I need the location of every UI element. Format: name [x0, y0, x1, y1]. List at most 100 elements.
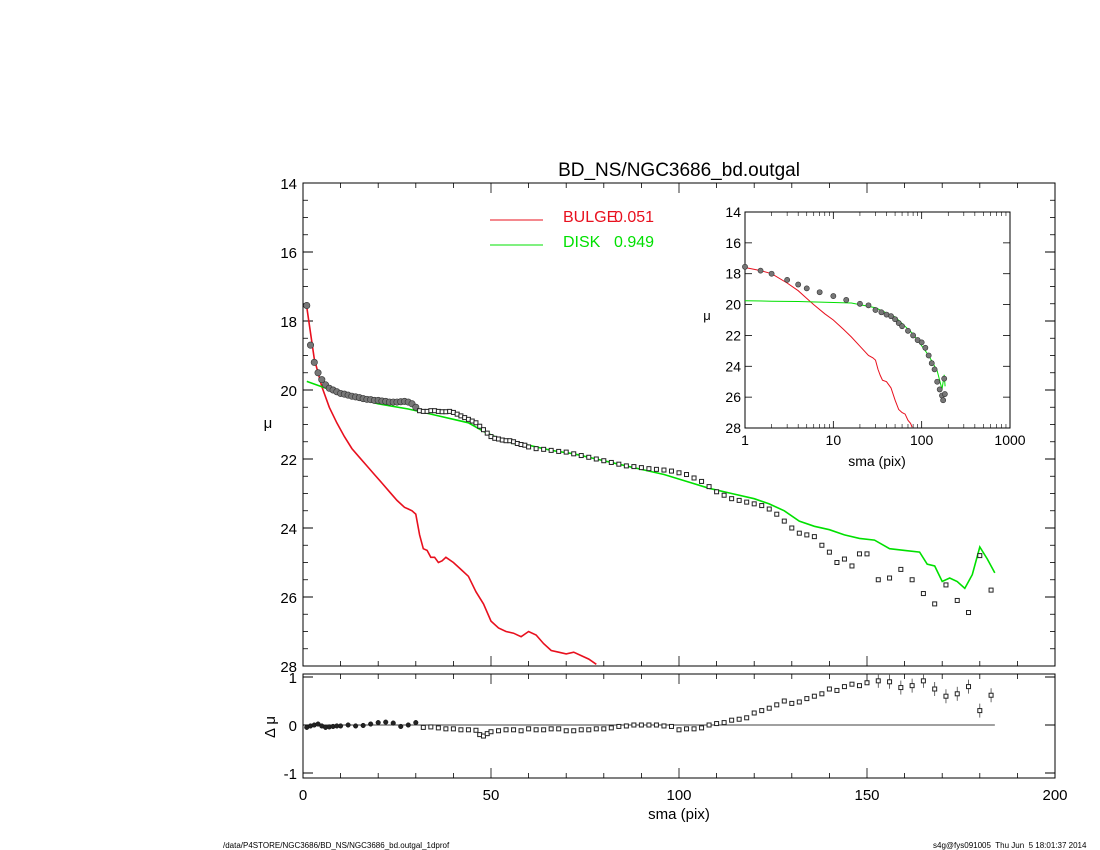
footer-file-path: /data/P4STORE/NGC3686/BD_NS/NGC3686_bd.o…: [223, 841, 450, 850]
residual-data-point: [676, 727, 682, 733]
inset-x-tick-label: 10: [826, 432, 842, 448]
residual-data-point: [623, 723, 629, 729]
inset-data-point: [934, 378, 941, 385]
residual-data-point: [834, 687, 840, 693]
main-data-point: [988, 587, 994, 593]
main-data-point: [887, 575, 893, 581]
inset-data-point: [757, 267, 764, 274]
main-data-point: [653, 466, 659, 472]
residual-data-point: [744, 715, 750, 721]
residual-data-point: [616, 723, 622, 729]
main-data-point: [898, 566, 904, 572]
main-data-point: [804, 532, 810, 538]
residual-data-point: [887, 679, 893, 685]
residual-data-point: [608, 725, 614, 731]
residual-data-point: [420, 724, 426, 730]
residual-data-point: [699, 725, 705, 731]
residual-data-point: [789, 700, 795, 706]
main-data-point: [586, 454, 592, 460]
residual-y-tick-label: 1: [289, 670, 297, 687]
residual-data-point: [563, 728, 569, 734]
inset-y-tick-label: 20: [725, 297, 741, 313]
main-data-point: [789, 525, 795, 531]
main-x-minor-ticks: [302, 183, 1056, 666]
residual-data-point: [353, 723, 359, 729]
residual-data-point: [646, 722, 652, 728]
main-series-group: [303, 301, 996, 665]
residual-data-point: [548, 726, 554, 732]
legend-bulge-label: BULGE: [563, 209, 617, 226]
main-data-point: [477, 423, 483, 429]
main-series-line-disk: [306, 380, 996, 590]
residual-data-point: [428, 724, 434, 730]
inset-ticks: 14 16 18 20 22 24 26 281 10 100 1000: [725, 204, 1025, 448]
inset-data-point: [795, 281, 802, 288]
main-data-point: [841, 556, 847, 562]
residual-data-point: [781, 698, 787, 704]
inset-x-tick-label: 1000: [994, 432, 1025, 448]
residual-data-point: [943, 693, 949, 699]
residual-data-point: [593, 726, 599, 732]
main-data-point: [307, 341, 315, 349]
residual-data-point: [435, 725, 441, 731]
main-data-point: [541, 446, 547, 452]
residual-data-point: [706, 722, 712, 728]
main-data-point: [318, 376, 326, 384]
main-data-point: [473, 420, 479, 426]
residual-data-point: [920, 678, 926, 684]
x-tick-label: 50: [483, 787, 500, 804]
main-data-point: [548, 447, 554, 453]
main-data-point: [909, 577, 915, 583]
main-data-point: [849, 563, 855, 569]
residual-data-point: [932, 686, 938, 692]
residual-data-point: [541, 727, 547, 733]
main-data-point: [556, 448, 562, 454]
residual-data-point: [586, 727, 592, 733]
residual-data-point: [511, 727, 517, 733]
inset-data-point: [888, 313, 894, 320]
inset-data-point: [803, 285, 810, 292]
inset-data-point: [768, 270, 775, 277]
inset-data-point: [922, 344, 929, 351]
main-data-point: [571, 451, 577, 457]
main-data-point: [811, 534, 817, 540]
residual-data-point: [856, 683, 862, 689]
residual-data-point: [638, 722, 644, 728]
main-y-tick-label: 24: [280, 521, 297, 538]
residual-y-tick-label: -1: [284, 766, 297, 783]
residual-data-point: [977, 708, 983, 714]
residual-data-point: [465, 727, 471, 733]
main-data-point: [826, 549, 832, 555]
inset-data-point: [830, 293, 837, 299]
residual-data-point: [503, 727, 509, 733]
main-data-point: [932, 601, 938, 607]
residual-data-point: [841, 684, 847, 690]
residual-y-tick-label: 0: [289, 718, 297, 735]
x-tick-label: 0: [299, 787, 307, 804]
inset-data-point: [742, 263, 748, 270]
main-data-point: [856, 551, 862, 557]
residual-series-group: [304, 673, 994, 739]
main-data-point: [480, 427, 486, 433]
main-data-point: [646, 466, 652, 472]
main-data-point: [875, 577, 881, 583]
main-data-point: [608, 459, 614, 465]
residual-data-point: [909, 683, 915, 689]
residual-data-point: [496, 728, 502, 734]
inset-data-point: [784, 276, 791, 283]
residual-data-point: [988, 692, 994, 698]
residual-data-point: [390, 720, 396, 726]
main-data-point: [781, 518, 787, 524]
footer-timestamp: s4g@fys091005 Thu Jun 5 18:01:37 2014: [933, 841, 1087, 850]
main-data-point: [943, 582, 949, 588]
main-data-point: [954, 597, 960, 603]
residual-data-point: [864, 680, 870, 686]
legend: BULGE 0.051 DISK 0.949: [490, 209, 654, 251]
inset-series-group: [742, 263, 948, 428]
residual-data-point: [966, 684, 972, 690]
residual-data-point: [796, 699, 802, 705]
inset-data-point: [940, 397, 947, 404]
main-data-point: [736, 497, 742, 503]
inset-x-axis-label: sma (pix): [848, 453, 906, 469]
